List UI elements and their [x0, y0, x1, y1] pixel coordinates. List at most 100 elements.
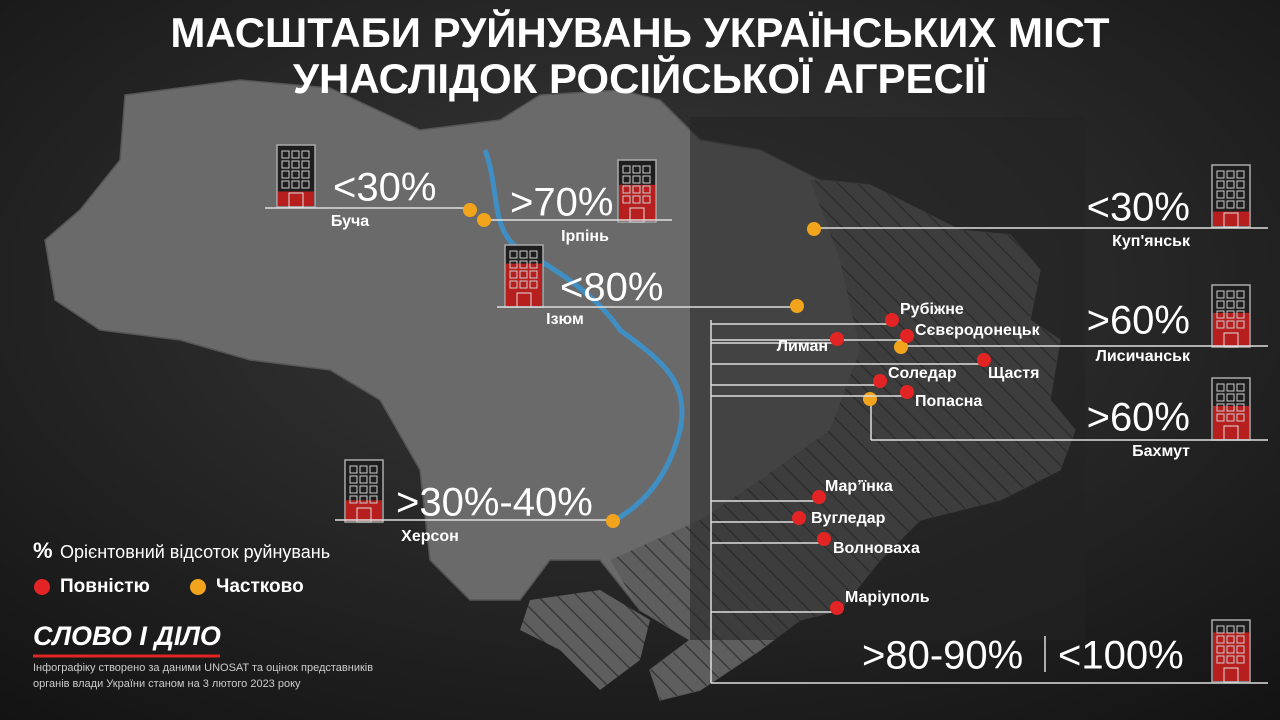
- building-window: [642, 165, 651, 174]
- building-damage: [1213, 632, 1249, 681]
- city-label: Рубіжне: [900, 301, 964, 318]
- building-window: [1216, 200, 1225, 209]
- building-window: [1216, 170, 1225, 179]
- building-window: [1236, 383, 1245, 392]
- building-window: [1226, 655, 1235, 664]
- city-label: Херсон: [401, 528, 459, 545]
- building-icon: [617, 159, 657, 223]
- building-window: [291, 170, 300, 179]
- building-window: [1236, 635, 1245, 644]
- title-line: МАСШТАБИ РУЙНУВАНЬ УКРАЇНСЬКИХ МІСТ: [170, 8, 1109, 56]
- building-window: [291, 180, 300, 189]
- destruction-percent: <80%: [560, 266, 663, 310]
- building-window: [1236, 170, 1245, 179]
- building-window: [1216, 655, 1225, 664]
- building-window: [359, 465, 368, 474]
- building-window: [1226, 190, 1235, 199]
- building-window: [1236, 413, 1245, 422]
- building-window: [301, 150, 310, 159]
- building-window: [1236, 290, 1245, 299]
- building-window: [281, 160, 290, 169]
- building-window: [509, 280, 518, 289]
- building-window: [529, 250, 538, 259]
- building-window: [632, 185, 641, 194]
- building-window: [622, 175, 631, 184]
- building-window: [519, 260, 528, 269]
- building-window: [359, 485, 368, 494]
- building-window: [1216, 635, 1225, 644]
- source: Інфографіку створено за даними UNOSAT та…: [33, 662, 373, 674]
- building-window: [1236, 625, 1245, 634]
- city-dot-full: [900, 329, 914, 343]
- city-label: Щастя: [988, 365, 1039, 382]
- building-window: [1236, 393, 1245, 402]
- city-dot-full: [830, 332, 844, 346]
- building-window: [1226, 320, 1235, 329]
- building-window: [1226, 290, 1235, 299]
- building-window: [1226, 393, 1235, 402]
- building-window: [622, 195, 631, 204]
- crimea: [520, 590, 650, 690]
- building-window: [1236, 300, 1245, 309]
- building-window: [1216, 180, 1225, 189]
- city-dot-partial: [863, 392, 877, 406]
- building-window: [529, 270, 538, 279]
- building-window: [1216, 625, 1225, 634]
- legend-text: Орієнтовний відсоток руйнувань: [60, 542, 330, 562]
- building-window: [509, 260, 518, 269]
- building-window: [349, 465, 358, 474]
- city-label: Вугледар: [811, 510, 886, 527]
- river-dnipro: [482, 149, 685, 523]
- city-dot-partial: [807, 222, 821, 236]
- brand: СЛОВО І ДІЛО: [33, 621, 221, 651]
- building-window: [1216, 645, 1225, 654]
- city-dot-partial: [606, 514, 620, 528]
- building-icon: [1211, 164, 1251, 228]
- building-window: [622, 165, 631, 174]
- legend-dot-full: [34, 579, 50, 595]
- building-window: [622, 185, 631, 194]
- building-window: [291, 150, 300, 159]
- building-window: [529, 280, 538, 289]
- building-window: [1226, 645, 1235, 654]
- building-window: [369, 465, 378, 474]
- building-door: [629, 207, 645, 223]
- city-dot-full: [812, 490, 826, 504]
- building-door: [1223, 212, 1239, 228]
- building-window: [1236, 645, 1245, 654]
- city-label: Бахмут: [1132, 443, 1190, 460]
- city-label: Сєвєродонецьк: [915, 322, 1041, 339]
- city-label: Волноваха: [833, 540, 920, 557]
- title-line: УНАСЛІДОК РОСІЙСЬКОЇ АГРЕСІЇ: [293, 54, 989, 102]
- city-label: Буча: [331, 213, 369, 230]
- city-label: Ізюм: [546, 311, 584, 328]
- building-window: [1216, 413, 1225, 422]
- building-icon: [344, 459, 384, 523]
- city-label: Мар’їнка: [825, 478, 893, 495]
- city-dot-partial: [790, 299, 804, 313]
- destruction-percent: >70%: [510, 181, 613, 225]
- city-dot-full: [873, 374, 887, 388]
- building-window: [1236, 190, 1245, 199]
- building-door: [1223, 332, 1239, 348]
- overlay: <30% Буча >70% Ірпінь <80%Ізюм >30%-40% Херсон…: [265, 144, 1268, 684]
- building-window: [1216, 300, 1225, 309]
- building-icon: [1211, 377, 1251, 441]
- building-window: [291, 160, 300, 169]
- building-window: [281, 180, 290, 189]
- city-dot-full: [885, 313, 899, 327]
- city-label: Попасна: [915, 393, 982, 410]
- legend-symbol: %: [33, 538, 53, 563]
- building-window: [1226, 383, 1235, 392]
- city-label: Соледар: [888, 365, 957, 382]
- building-window: [301, 180, 310, 189]
- building-window: [642, 185, 651, 194]
- building-window: [1216, 290, 1225, 299]
- destruction-percent: >60%: [1087, 299, 1190, 343]
- city-label: Ірпінь: [561, 228, 609, 245]
- building-window: [349, 485, 358, 494]
- building-window: [529, 260, 538, 269]
- building-window: [632, 165, 641, 174]
- building-window: [1216, 320, 1225, 329]
- city-dot-partial: [477, 213, 491, 227]
